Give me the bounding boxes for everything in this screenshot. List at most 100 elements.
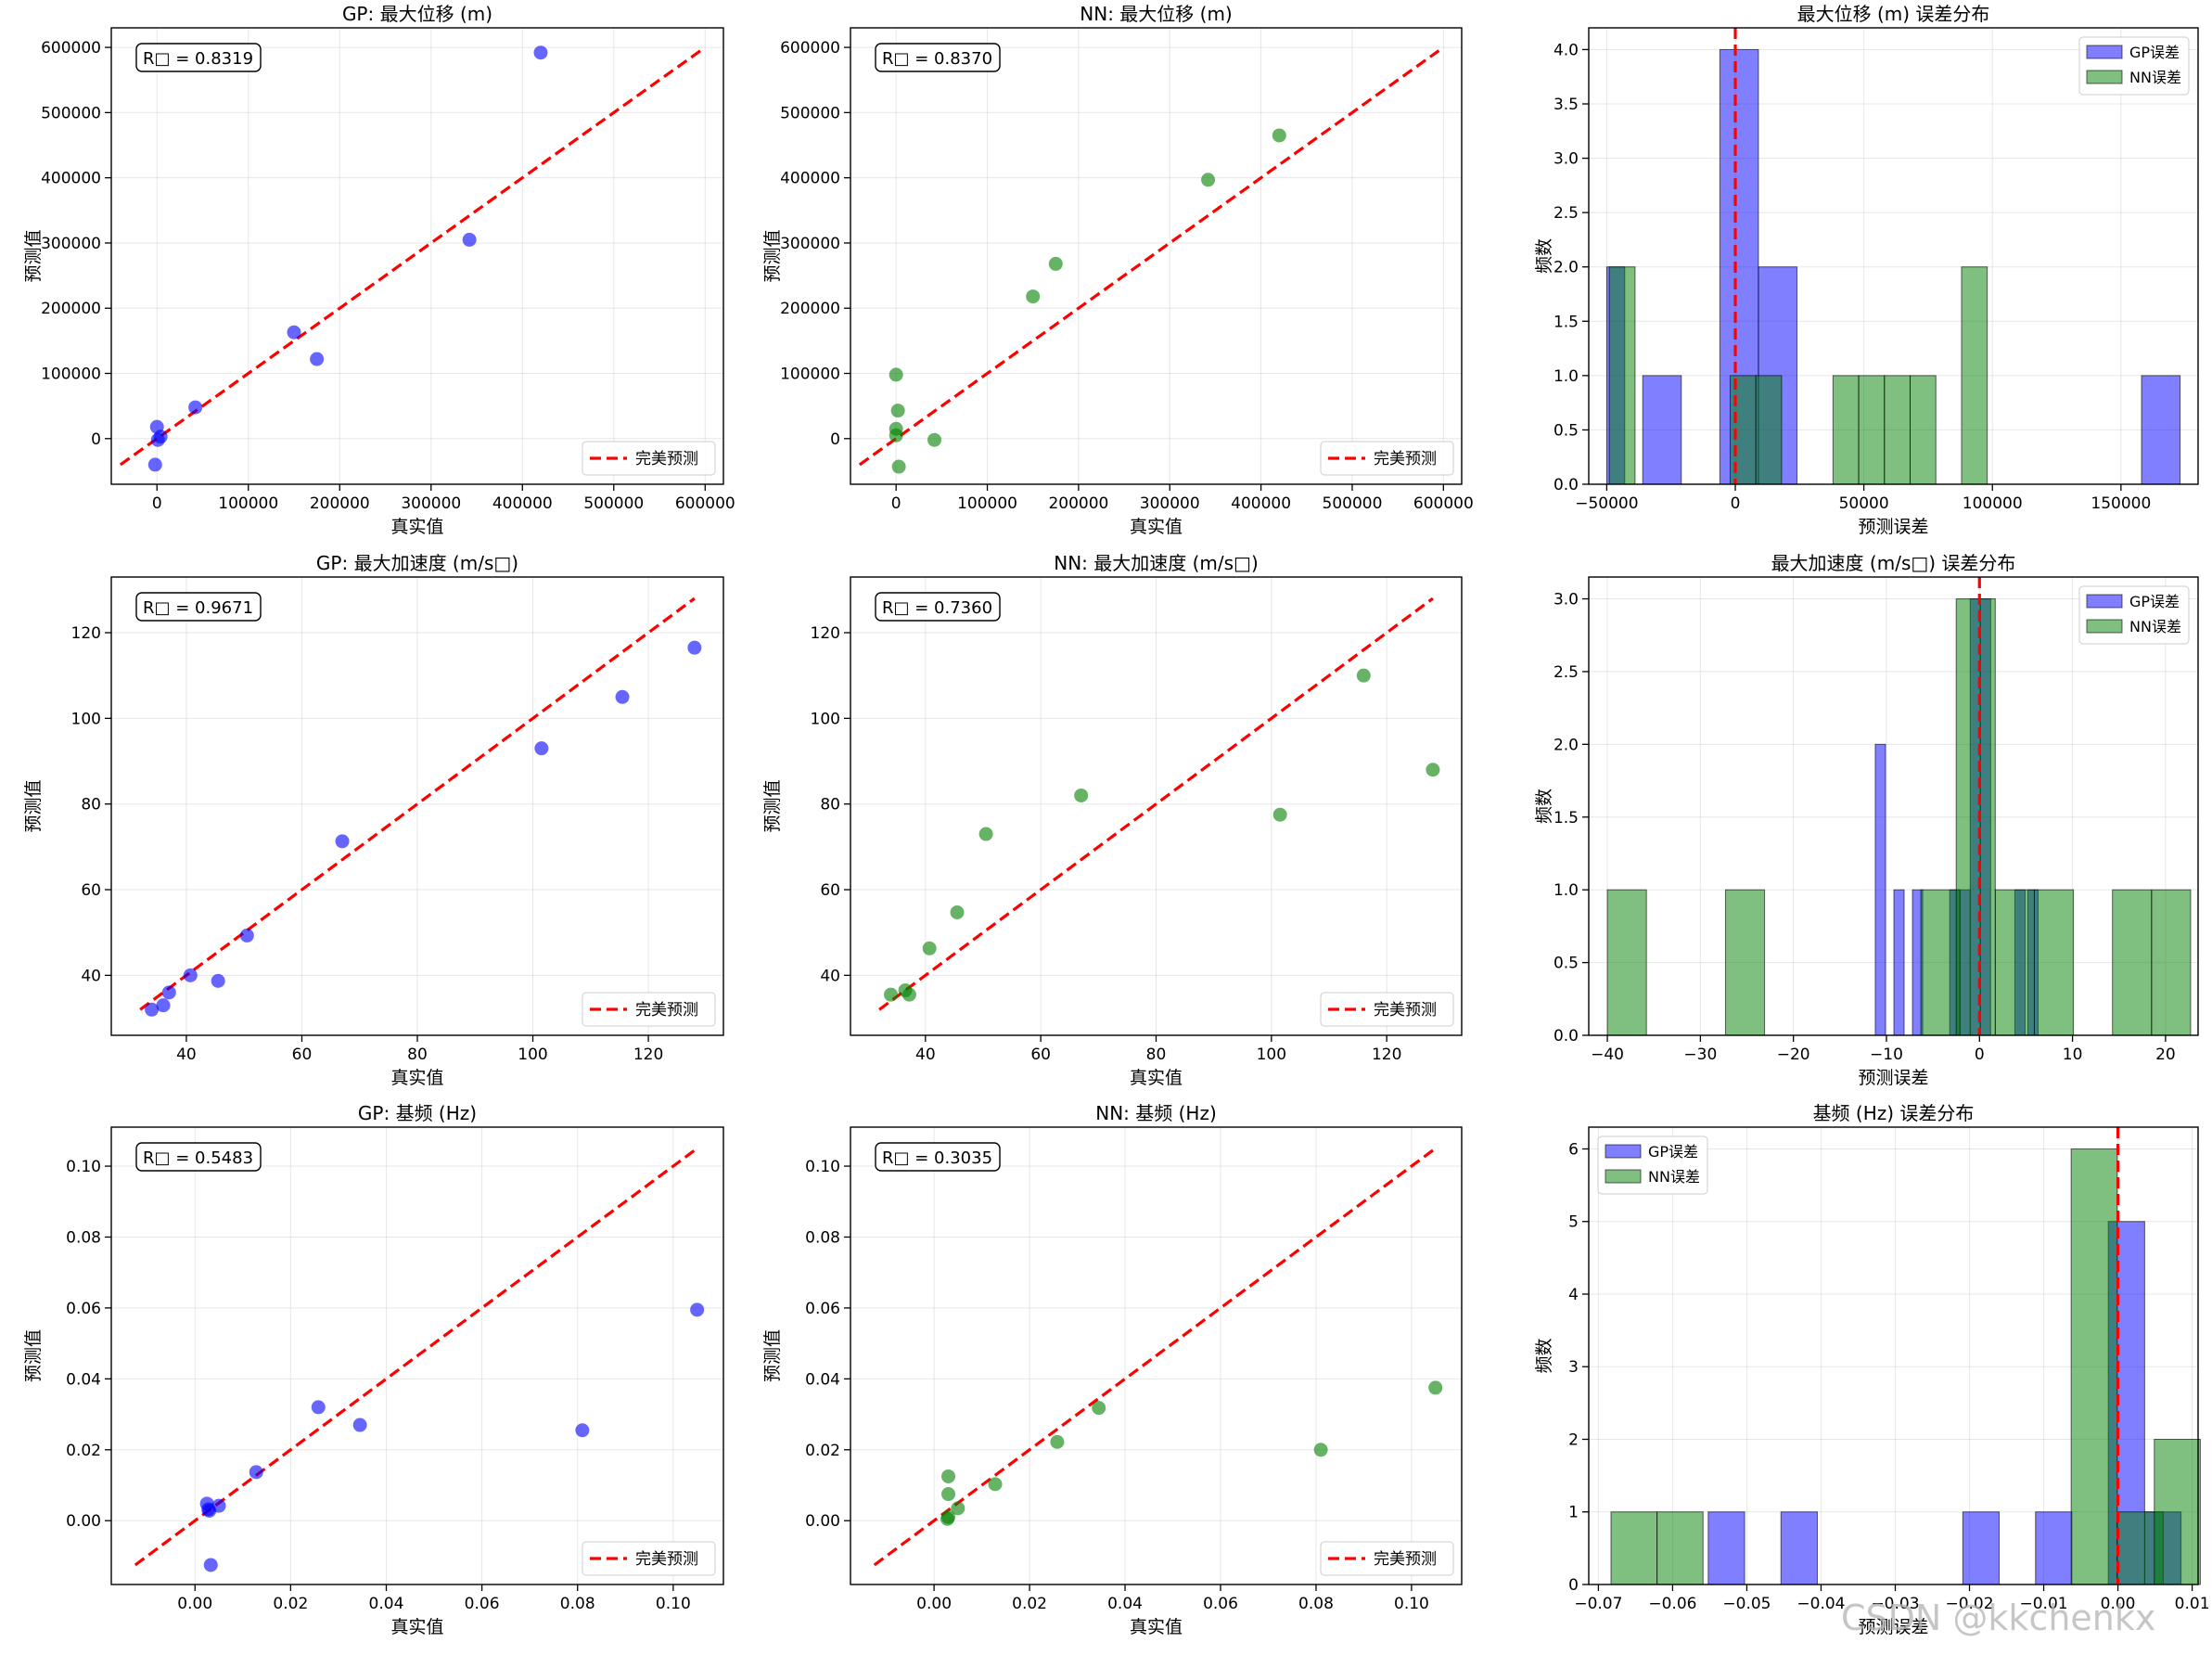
x-tick-label: 0.00 xyxy=(916,1595,952,1613)
x-tick-label: 0.01 xyxy=(2175,1595,2210,1613)
legend-swatch xyxy=(2086,45,2123,59)
y-tick-label: 2.0 xyxy=(1554,736,1579,754)
histogram-bar xyxy=(1910,375,1937,485)
x-tick-label: 100000 xyxy=(957,494,1017,513)
x-tick-label: 10 xyxy=(2063,1046,2083,1064)
x-tick-label: 50000 xyxy=(1839,494,1889,513)
y-tick-label: 0.02 xyxy=(805,1442,840,1460)
scatter-point xyxy=(891,459,906,474)
scatter-point xyxy=(183,968,198,982)
r2-box xyxy=(135,1142,262,1172)
histogram-bar xyxy=(2154,1438,2201,1585)
x-tick-label: 120 xyxy=(633,1046,663,1064)
y-tick-label: 400000 xyxy=(41,170,101,188)
legend-label: NN误差 xyxy=(1648,1168,1700,1186)
legend-label: NN误差 xyxy=(2129,69,2181,86)
x-axis-label: 真实值 xyxy=(1130,517,1183,537)
scatter-point xyxy=(941,1487,956,1502)
histogram-bar xyxy=(1724,889,1766,1036)
legend-swatch xyxy=(1605,1144,1642,1159)
y-tick-label: 0.06 xyxy=(66,1300,101,1318)
y-tick-label: 6 xyxy=(1568,1140,1579,1159)
y-tick-label: 2 xyxy=(1568,1430,1579,1449)
histogram-bar xyxy=(1858,375,1886,485)
y-tick-label: 40 xyxy=(81,967,101,985)
histogram-bar xyxy=(2141,375,2181,485)
x-tick-label: 200000 xyxy=(310,494,370,513)
axes-frame xyxy=(850,576,1463,1036)
legend-label: NN误差 xyxy=(2129,618,2181,635)
y-tick-label: 3.0 xyxy=(1554,591,1579,609)
legend-label: 完美预测 xyxy=(635,1001,698,1020)
scatter-point xyxy=(922,941,937,956)
chart-title: NN: 基频 (Hz) xyxy=(1095,1102,1217,1124)
scatter-point xyxy=(1074,788,1089,802)
scatter-point xyxy=(211,973,225,988)
y-axis-label: 频数 xyxy=(1534,1338,1554,1373)
y-tick-label: 400000 xyxy=(780,170,840,188)
scatter-point xyxy=(1356,668,1371,683)
x-tick-label: −20 xyxy=(1777,1046,1810,1064)
x-axis-label: 预测误差 xyxy=(1858,1617,1928,1637)
y-tick-label: 0.08 xyxy=(805,1228,840,1247)
histogram-bar xyxy=(2070,1148,2118,1585)
x-tick-label: 100000 xyxy=(218,494,278,513)
r2-box xyxy=(135,592,262,622)
legend-label: 完美预测 xyxy=(635,1550,698,1569)
y-tick-label: 2.0 xyxy=(1554,259,1579,277)
x-tick-label: −10 xyxy=(1870,1046,1903,1064)
x-tick-label: 0.04 xyxy=(369,1595,404,1613)
x-tick-label: 600000 xyxy=(675,494,735,513)
chart-title: 最大加速度 (m/s□) 误差分布 xyxy=(1771,552,2016,574)
histogram-bar xyxy=(2033,889,2075,1036)
legend-label: 完美预测 xyxy=(1374,1550,1437,1569)
scatter-point xyxy=(1272,807,1287,822)
x-tick-label: −50000 xyxy=(1575,494,1638,513)
y-tick-label: 1.0 xyxy=(1554,881,1579,900)
scatter-point xyxy=(1026,289,1041,304)
y-axis-label: 预测值 xyxy=(23,229,44,282)
panel-8: 0.00 0.02 0.04 0.06 0.08 0.10 0.00 0.02 0.04 0.06… xyxy=(762,1102,1463,1637)
scatter-point xyxy=(941,1469,956,1483)
y-tick-label: 300000 xyxy=(780,235,840,253)
y-tick-label: 0 xyxy=(830,430,840,449)
panel-6: −40 −30 −20 −10 0 10 20 0.0 0.5 1.0 1.5 2.0 2.5 3.0 最大… xyxy=(1534,552,2199,1088)
y-tick-label: 0.5 xyxy=(1554,421,1579,440)
scatter-point xyxy=(335,834,350,849)
panel-4: 40 60 80 100 120 40 60 80 100 120 GP: 最大加速度 (m/s□)… xyxy=(23,552,724,1088)
y-tick-label: 80 xyxy=(81,796,101,815)
y-tick-label: 100 xyxy=(811,710,840,728)
histogram-bar xyxy=(1707,1511,1745,1585)
histogram-bar xyxy=(1608,266,1636,485)
histogram-bar xyxy=(1610,1511,1658,1585)
legend-label: 完美预测 xyxy=(1374,1001,1437,1020)
y-tick-label: 0.0 xyxy=(1554,476,1579,494)
x-tick-label: 0 xyxy=(1731,494,1741,513)
x-tick-label: 20 xyxy=(2155,1046,2176,1064)
x-tick-label: 0.04 xyxy=(1107,1595,1143,1613)
y-axis-label: 预测值 xyxy=(762,779,783,832)
panel-5: 40 60 80 100 120 40 60 80 100 120 NN: 最大加速度 (m/s□)… xyxy=(762,552,1463,1088)
x-tick-label: 100 xyxy=(1257,1046,1286,1064)
scatter-point xyxy=(940,1511,955,1526)
chart-title: GP: 基频 (Hz) xyxy=(358,1102,477,1124)
y-tick-label: 0.00 xyxy=(66,1512,101,1531)
y-tick-label: 3 xyxy=(1568,1358,1579,1377)
y-tick-label: 0.08 xyxy=(66,1228,101,1247)
x-axis-label: 真实值 xyxy=(1130,1068,1183,1088)
perfect-prediction-line xyxy=(858,49,1440,467)
y-axis-label: 频数 xyxy=(1534,238,1554,274)
histogram-bar xyxy=(1955,598,1996,1036)
legend-swatch xyxy=(2086,594,2123,609)
y-tick-label: 40 xyxy=(820,967,840,985)
legend-swatch xyxy=(2086,70,2123,84)
panel-3: −50000 0 50000 100000 150000 0.0 0.5 1.0 1.5 2.0 2… xyxy=(1534,3,2199,537)
x-tick-label: −0.04 xyxy=(1796,1595,1845,1613)
histogram-bar xyxy=(1642,375,1682,485)
histogram-bar xyxy=(1994,889,2035,1036)
x-tick-label: 0 xyxy=(1975,1046,1985,1064)
y-tick-label: 600000 xyxy=(780,39,840,58)
r2-text: R□ = 0.3035 xyxy=(882,1148,992,1168)
y-tick-label: 100000 xyxy=(780,366,840,384)
x-tick-label: 0.00 xyxy=(2101,1595,2136,1613)
